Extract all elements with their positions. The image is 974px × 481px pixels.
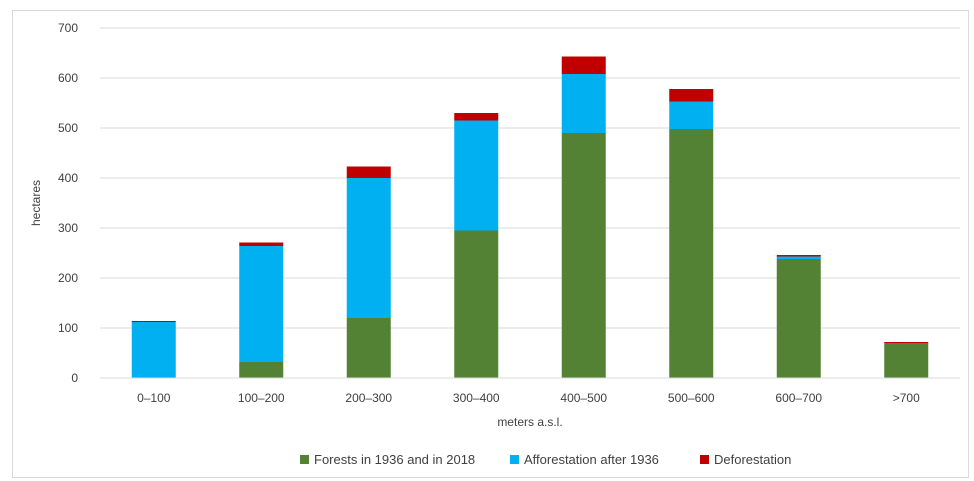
x-tick-label: 400–500 (560, 391, 607, 405)
x-tick-label: 100–200 (238, 391, 285, 405)
y-tick-label: 500 (58, 121, 78, 135)
bar-segment (669, 129, 714, 378)
bar-segment (561, 74, 606, 133)
bar-segment (131, 322, 176, 378)
bar-segment (884, 343, 929, 378)
bar-segment (884, 342, 929, 343)
bar-segment (454, 113, 499, 121)
bar-segment (346, 166, 391, 178)
bar-segment (239, 362, 284, 378)
bar-segment (131, 321, 176, 322)
x-tick-label: 200–300 (345, 391, 392, 405)
x-tick-label: >700 (893, 391, 920, 405)
bar-segment (346, 318, 391, 378)
bar-segment (776, 256, 821, 259)
bar-segment (776, 259, 821, 378)
y-tick-label: 200 (58, 271, 78, 285)
legend-label: Afforestation after 1936 (524, 452, 659, 467)
legend-label: Forests in 1936 and in 2018 (314, 452, 475, 467)
y-tick-label: 700 (58, 21, 78, 35)
bar-segment (561, 56, 606, 74)
x-tick-label: 300–400 (453, 391, 500, 405)
bar-segment (346, 178, 391, 318)
x-tick-label: 500–600 (668, 391, 715, 405)
x-tick-label: 600–700 (775, 391, 822, 405)
y-tick-labels: 0 100 200 300 400 500 600 700 (58, 21, 78, 385)
legend-label: Deforestation (714, 452, 791, 467)
legend-swatch (700, 455, 709, 464)
bar-segment (239, 242, 284, 246)
y-axis-title: hectares (29, 180, 43, 226)
legend-swatch (300, 455, 309, 464)
x-tick-labels: 0–100 100–200 200–300 300–400 400–500 500–600… (137, 391, 920, 405)
legend-swatch (510, 455, 519, 464)
bar-segment (239, 246, 284, 362)
bars (131, 56, 929, 378)
bar-segment (561, 133, 606, 378)
y-tick-label: 0 (71, 371, 78, 385)
bar-segment (776, 255, 821, 257)
bar-segment (454, 120, 499, 231)
y-tick-label: 400 (58, 171, 78, 185)
y-tick-label: 300 (58, 221, 78, 235)
y-tick-label: 100 (58, 321, 78, 335)
legend: Forests in 1936 and in 2018 Afforestation… (300, 452, 791, 467)
y-tick-label: 600 (58, 71, 78, 85)
bar-segment (669, 101, 714, 129)
x-axis-title: meters a.s.l. (497, 415, 562, 429)
gridlines (100, 27, 960, 329)
bar-segment (454, 230, 499, 378)
bar-segment (669, 89, 714, 102)
x-tick-label: 0–100 (137, 391, 171, 405)
